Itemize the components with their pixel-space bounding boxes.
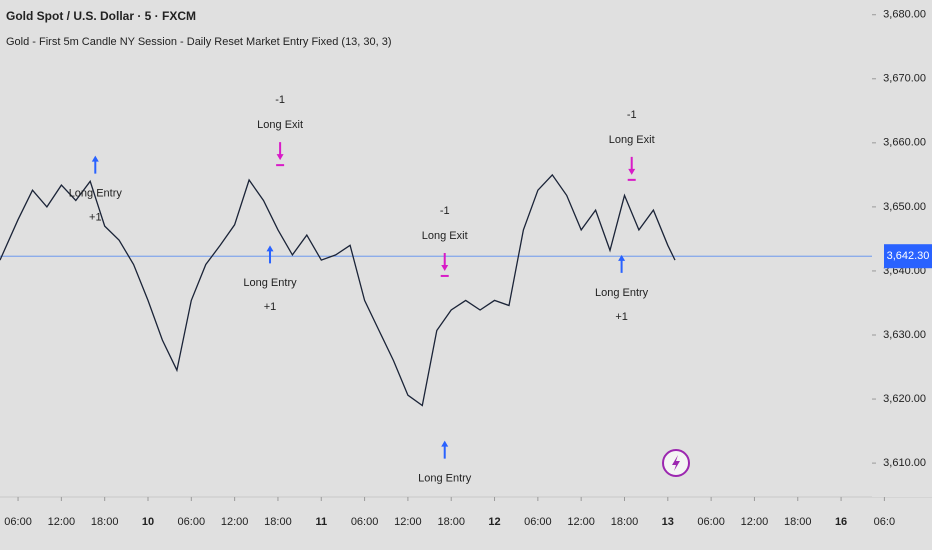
y-tick-label: 3,670.00 — [883, 73, 926, 85]
signal-qty: +1 — [264, 301, 277, 313]
last-price-label: 3,642.30 — [887, 250, 930, 262]
signal-arrow — [441, 252, 449, 271]
x-tick-label: 12:00 — [221, 516, 249, 528]
bolt-icon[interactable] — [662, 449, 690, 477]
signal-label: Long Entry — [418, 473, 472, 485]
x-tick-label: 06:00 — [697, 516, 725, 528]
y-tick-label: 3,630.00 — [883, 329, 926, 341]
x-tick-label: 06:00 — [178, 516, 206, 528]
x-tick-label: 12:00 — [567, 516, 595, 528]
x-tick-label: 11 — [315, 516, 327, 528]
signal-arrow — [266, 245, 274, 264]
x-tick-label: 18:00 — [611, 516, 639, 528]
y-tick-label: 3,610.00 — [883, 457, 926, 469]
x-tick-label: 18:00 — [784, 516, 812, 528]
y-tick-label: 3,650.00 — [883, 201, 926, 213]
signal-label: Long Entry — [69, 188, 123, 200]
y-tick-label: 3,660.00 — [883, 137, 926, 149]
x-tick-label: 06:00 — [351, 516, 379, 528]
price-line — [0, 173, 676, 407]
signal-arrow — [276, 142, 284, 161]
last-price-badge — [884, 244, 932, 269]
signal: Long Exit -1 — [257, 94, 303, 167]
signal-qty: -1 — [627, 109, 637, 121]
chart-subtitle: Gold - First 5m Candle NY Session - Dail… — [6, 36, 392, 48]
x-tick-label: 12:00 — [48, 516, 76, 528]
bolt — [672, 455, 680, 471]
signal: Long Entry +1 — [69, 155, 123, 224]
x-tick-label: 12:00 — [394, 516, 422, 528]
signal-label: Long Entry — [243, 277, 297, 289]
signal: Long Entry +1 — [243, 245, 297, 313]
chart-title: Gold Spot / U.S. Dollar · 5 · FXCM — [6, 9, 196, 23]
x-tick-label: 06:00 — [524, 516, 552, 528]
signal-label: Long Exit — [257, 119, 303, 131]
signal-label: Long Entry — [595, 287, 649, 299]
signal: Long Exit -1 — [422, 205, 468, 277]
signal-qty: +1 — [89, 212, 102, 224]
x-tick-label: 18:00 — [91, 516, 119, 528]
signal: Long Entry +1 — [595, 254, 649, 323]
y-tick-label: 3,680.00 — [883, 9, 926, 21]
signal-qty: -1 — [275, 94, 285, 106]
x-tick-label: 10 — [142, 516, 154, 528]
x-tick-label: 06:0 — [874, 516, 895, 528]
signal-arrow — [441, 440, 449, 459]
signal-label: Long Exit — [422, 230, 468, 242]
x-tick-label: 06:00 — [4, 516, 32, 528]
y-tick-label: 3,620.00 — [883, 393, 926, 405]
signal-arrow — [618, 254, 626, 273]
signal: Long Entry — [418, 440, 472, 485]
signal-qty: +1 — [615, 311, 628, 323]
x-tick-label: 18:00 — [264, 516, 292, 528]
signal: Long Exit -1 — [609, 109, 655, 181]
x-tick-label: 12:00 — [741, 516, 769, 528]
x-tick-label: 16 — [835, 516, 847, 528]
x-tick-label: 13 — [662, 516, 674, 528]
signal-arrow — [628, 156, 636, 175]
signal-label: Long Exit — [609, 134, 655, 146]
x-tick-label: 18:00 — [437, 516, 465, 528]
x-tick-label: 12 — [488, 516, 500, 528]
signal-qty: -1 — [440, 205, 450, 217]
signal-arrow — [91, 155, 99, 174]
